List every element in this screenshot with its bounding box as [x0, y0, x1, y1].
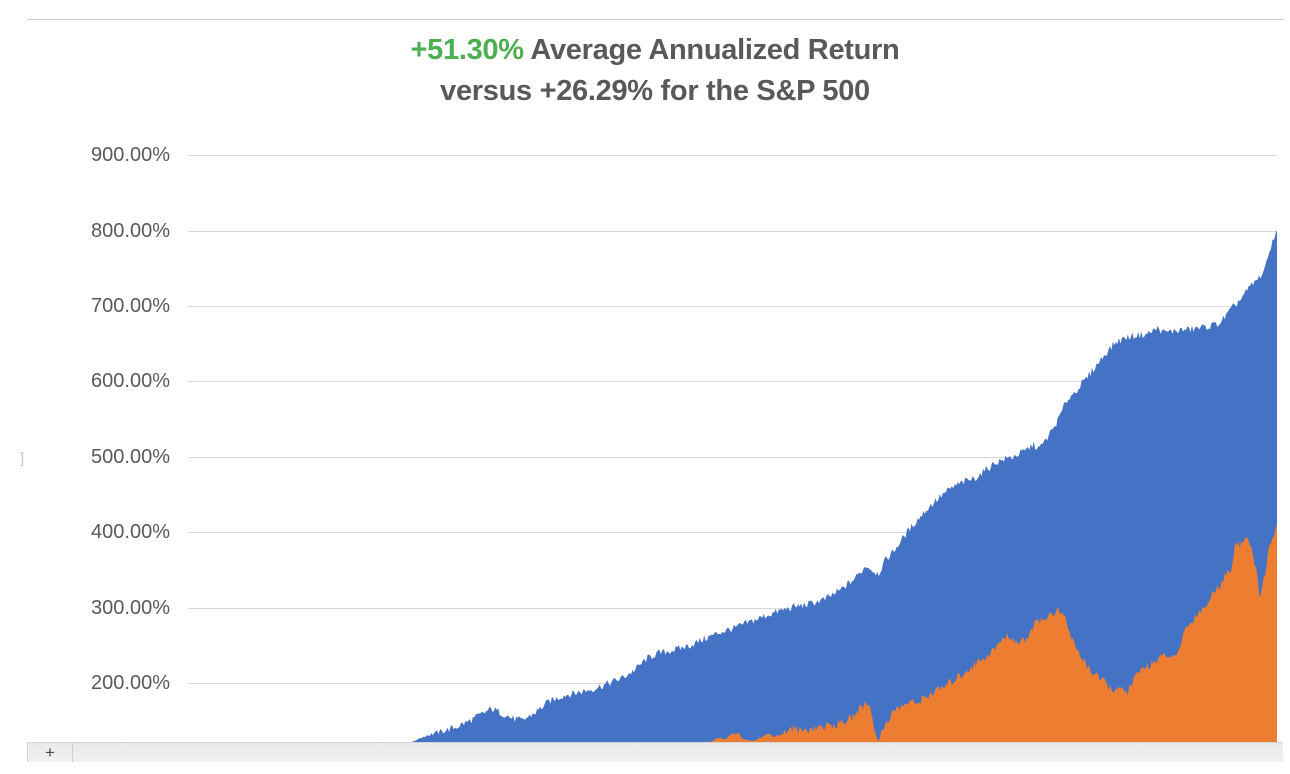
area-chart[interactable]	[188, 140, 1277, 742]
window-top-border	[27, 19, 1284, 20]
y-axis-label-900: 900.00%	[91, 144, 170, 167]
y-axis-label-600: 600.00%	[91, 370, 170, 393]
gridline-600	[188, 381, 1277, 383]
gridline-300	[188, 607, 1277, 609]
gridline-700	[188, 306, 1277, 307]
y-axis-label-500: 500.00%	[91, 445, 170, 468]
plus-icon: +	[45, 743, 55, 762]
gridline-900	[188, 155, 1277, 157]
y-axis-label-800: 800.00%	[91, 219, 170, 242]
chart-title-line1-text: Average Annualized Return	[523, 34, 900, 66]
gridline-400	[188, 532, 1277, 534]
clipped-text-artifact: ]	[20, 450, 25, 467]
add-sheet-button[interactable]: +	[28, 743, 72, 762]
gridline-800	[188, 230, 1277, 232]
chart-title-line1: +51.30% Average Annualized Return	[20, 30, 1290, 71]
chart-title: +51.30% Average Annualized Return versus…	[0, 30, 1290, 112]
tab-bar-divider	[72, 743, 73, 762]
highlighted-return-value: +51.30%	[410, 34, 525, 66]
chart-title-line2: versus +26.29% for the S&P 500	[440, 75, 870, 107]
portfolio-area-series[interactable]	[188, 229, 1277, 742]
y-axis-label-700: 700.00%	[91, 295, 170, 317]
sp500-area-series[interactable]	[188, 523, 1277, 742]
gridline-500	[188, 456, 1277, 458]
y-axis-label-400: 400.00%	[91, 521, 170, 544]
y-axis-label-300: 300.00%	[91, 596, 170, 619]
y-axis-label-200: 200.00%	[91, 672, 170, 694]
sheet-tab-bar: +	[27, 742, 1283, 762]
